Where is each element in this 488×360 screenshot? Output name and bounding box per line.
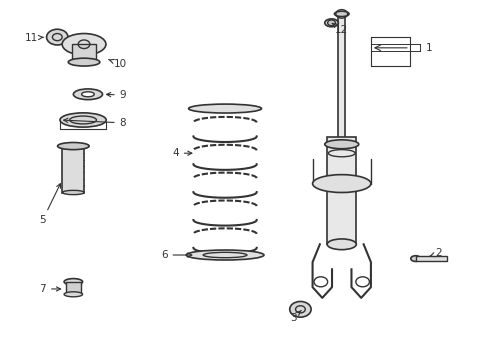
- Ellipse shape: [64, 279, 82, 285]
- Text: 1: 1: [425, 43, 432, 53]
- Bar: [415, 256, 447, 261]
- Bar: [338, 12, 345, 144]
- Ellipse shape: [68, 58, 100, 66]
- Ellipse shape: [326, 239, 356, 249]
- Text: 3: 3: [289, 310, 301, 323]
- Bar: [326, 137, 356, 244]
- Ellipse shape: [324, 19, 338, 27]
- Circle shape: [46, 29, 68, 45]
- Ellipse shape: [188, 104, 261, 113]
- Bar: [72, 44, 96, 62]
- Text: 6: 6: [161, 250, 191, 260]
- Ellipse shape: [312, 175, 370, 193]
- Text: 4: 4: [172, 148, 191, 158]
- Ellipse shape: [58, 143, 89, 150]
- Ellipse shape: [410, 256, 420, 261]
- Ellipse shape: [73, 89, 102, 100]
- Ellipse shape: [62, 190, 84, 195]
- Circle shape: [289, 301, 310, 317]
- Text: 7: 7: [40, 284, 61, 294]
- Ellipse shape: [81, 92, 94, 97]
- Bar: [65, 282, 81, 294]
- Text: 9: 9: [106, 90, 126, 100]
- Ellipse shape: [64, 292, 82, 297]
- Ellipse shape: [324, 140, 358, 149]
- Text: 5: 5: [40, 184, 61, 225]
- Ellipse shape: [186, 250, 264, 260]
- Ellipse shape: [334, 11, 348, 17]
- Ellipse shape: [60, 113, 106, 127]
- Text: 12: 12: [331, 23, 347, 35]
- Text: 8: 8: [63, 118, 126, 128]
- Ellipse shape: [62, 33, 106, 55]
- Bar: [62, 146, 84, 193]
- Text: 2: 2: [429, 248, 442, 258]
- Text: 11: 11: [25, 33, 43, 43]
- Text: 10: 10: [108, 59, 127, 69]
